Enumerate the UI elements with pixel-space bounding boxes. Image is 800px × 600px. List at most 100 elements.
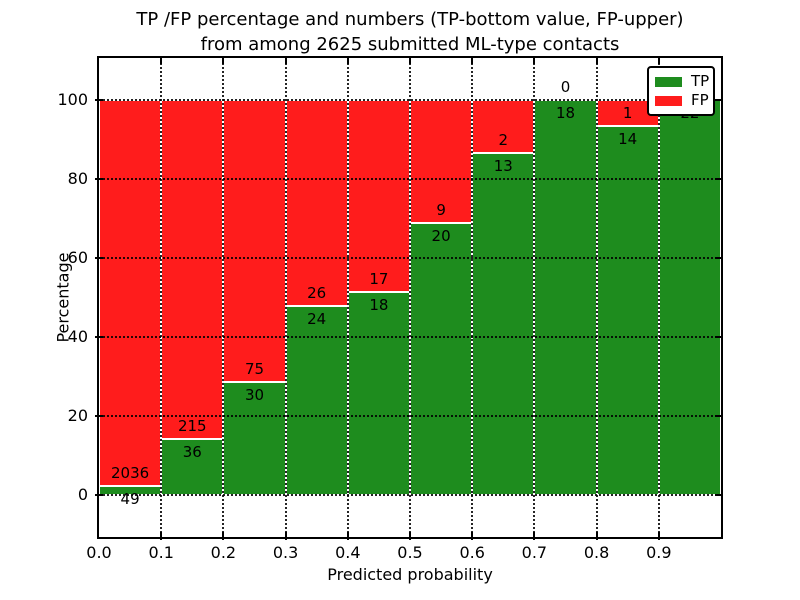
bar-segment-tp: [472, 152, 535, 496]
bar-segment-tp: [161, 438, 224, 496]
x-tick-top: [284, 58, 287, 64]
fp-count-label: 2036: [111, 463, 150, 482]
fp-count-label: 1: [622, 104, 633, 123]
bar-segment-fp: [99, 100, 162, 486]
x-tick-label: 0.8: [583, 543, 610, 562]
x-tick-label: 0.4: [335, 543, 361, 562]
v-gridline: [160, 58, 163, 537]
y-tick-label: 100: [57, 90, 88, 109]
x-tick-bottom: [657, 532, 660, 540]
bar-segment-tp: [285, 305, 348, 496]
y-tick-left: [95, 336, 103, 339]
x-tick-bottom: [284, 532, 287, 540]
bar-segment-fp: [161, 100, 224, 439]
fp-count-label: 2: [498, 130, 509, 149]
x-tick-top: [595, 58, 598, 64]
tp-count-label: 20: [431, 226, 451, 245]
tp-count-label: 14: [618, 130, 638, 149]
x-tick-label: 0.1: [148, 543, 174, 562]
x-tick-label: 0.7: [521, 543, 548, 562]
x-tick-label: 0.6: [459, 543, 485, 562]
x-tick-top: [346, 58, 349, 64]
x-tick-top: [533, 58, 536, 64]
fp-count-label: 9: [436, 200, 446, 219]
x-tick-label: 0.9: [646, 543, 672, 562]
y-tick-label: 80: [67, 169, 88, 189]
y-axis-label: Percentage: [53, 252, 73, 343]
v-gridline: [222, 58, 225, 537]
tp-count-label: 30: [244, 386, 265, 405]
y-tick-right: [715, 494, 721, 497]
fp-count-label: 75: [244, 360, 265, 379]
x-tick-top: [409, 58, 411, 64]
y-tick-left: [95, 494, 103, 497]
chart-title-line2: from among 2625 submitted ML-type contac…: [200, 34, 620, 55]
tp-swatch-icon: [655, 76, 682, 87]
x-axis-label: Predicted probability: [327, 565, 493, 584]
v-gridline: [284, 58, 287, 537]
x-tick-bottom: [346, 532, 349, 540]
x-tick-bottom: [409, 532, 411, 540]
x-tick-label: 0.5: [397, 543, 423, 562]
x-tick-top: [657, 58, 660, 64]
y-tick-right: [715, 336, 721, 339]
fp-count-label: 215: [177, 416, 207, 435]
v-gridline: [346, 58, 349, 537]
bar-segment-tp: [347, 291, 410, 496]
x-tick-top: [471, 58, 474, 64]
y-tick-right: [715, 178, 721, 181]
x-tick-label: 0.3: [272, 543, 299, 562]
bar-segment-fp: [223, 100, 286, 383]
tp-count-label: 18: [369, 295, 389, 314]
v-gridline: [533, 58, 536, 537]
bar-segment-tp: [534, 100, 597, 496]
legend-row: TP: [655, 72, 710, 91]
legend: TP FP: [647, 66, 715, 116]
bar-segment-tp: [410, 222, 473, 496]
legend-label: FP: [691, 91, 709, 109]
y-tick-left: [95, 99, 103, 101]
bar-segment-fp: [472, 100, 535, 153]
v-gridline: [409, 58, 411, 537]
bar-segment-tp: [658, 100, 721, 496]
v-gridline: [657, 58, 660, 537]
x-tick-top: [222, 58, 225, 64]
y-tick-left: [95, 415, 103, 418]
v-gridline: [595, 58, 598, 537]
legend-label: TP: [691, 72, 710, 90]
y-tick-left: [95, 257, 103, 260]
fp-count-label: 17: [369, 269, 389, 288]
x-tick-bottom: [533, 532, 536, 540]
legend-row: FP: [655, 91, 709, 110]
tp-count-label: 36: [182, 442, 202, 461]
y-tick-label: 20: [67, 406, 88, 426]
x-tick-top: [160, 58, 163, 64]
x-tick-bottom: [222, 532, 225, 540]
x-tick-bottom: [160, 532, 163, 540]
v-gridline: [471, 58, 474, 537]
x-tick-label: 0.0: [86, 543, 112, 562]
fp-swatch-icon: [655, 95, 682, 106]
x-tick-bottom: [595, 532, 598, 540]
chart-title-line1: TP /FP percentage and numbers (TP-bottom…: [136, 9, 684, 30]
bar-segment-tp: [596, 126, 659, 496]
chart-title: TP /FP percentage and numbers (TP-bottom…: [99, 7, 721, 57]
y-tick-right: [715, 99, 721, 101]
y-tick-label: 60: [67, 248, 88, 268]
x-tick-label: 0.2: [210, 543, 237, 562]
y-tick-right: [715, 257, 721, 260]
tp-count-label: 13: [493, 156, 513, 175]
fp-count-label: 26: [307, 283, 327, 302]
x-tick-bottom: [471, 532, 474, 540]
y-tick-label: 40: [67, 327, 88, 347]
y-tick-left: [95, 178, 103, 181]
tp-count-label: 49: [120, 489, 140, 508]
plot-area: 2036492153675302624171892021301811422: [97, 56, 723, 539]
bar-segment-fp: [285, 100, 348, 306]
y-tick-right: [715, 415, 721, 418]
tp-count-label: 24: [307, 309, 327, 328]
y-tick-label: 0: [77, 485, 88, 505]
fp-count-label: 0: [560, 78, 571, 96]
bar-segment-fp: [347, 100, 410, 292]
